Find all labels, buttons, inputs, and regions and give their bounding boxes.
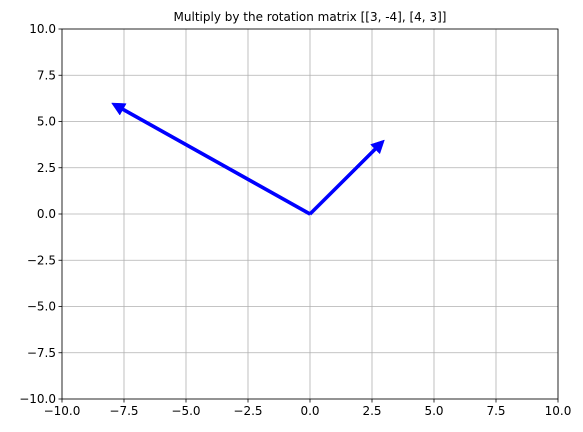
- vector-arrow-2: [111, 102, 312, 216]
- x-tick-label: 5.0: [424, 404, 443, 418]
- x-tick-label: −5.0: [171, 404, 200, 418]
- x-tick-label: −10.0: [44, 404, 81, 418]
- chart-title: Multiply by the rotation matrix [[3, -4]…: [174, 10, 447, 24]
- vector-arrow-1: [308, 139, 385, 216]
- y-tick-label: 0.0: [37, 207, 56, 221]
- x-tick-label: −7.5: [109, 404, 138, 418]
- y-tick-label: 7.5: [37, 68, 56, 82]
- y-tick-label: −10.0: [19, 392, 56, 406]
- x-tick-label: 0.0: [300, 404, 319, 418]
- y-tick-label: −2.5: [27, 253, 56, 267]
- y-tick-label: −7.5: [27, 346, 56, 360]
- y-tick-label: −5.0: [27, 300, 56, 314]
- x-tick-label: −2.5: [233, 404, 262, 418]
- y-tick-label: 10.0: [29, 22, 56, 36]
- x-tick-label: 10.0: [545, 404, 572, 418]
- y-tick-label: 2.5: [37, 161, 56, 175]
- y-tick-label: 5.0: [37, 115, 56, 129]
- x-tick-label: 7.5: [486, 404, 505, 418]
- axis-ticks: −10.0 −7.5 −5.0 −2.5 0.0 2.5 5.0 7.5 10.0 −10.0 −7…: [19, 22, 571, 418]
- vectors: [111, 102, 385, 216]
- x-tick-label: 2.5: [362, 404, 381, 418]
